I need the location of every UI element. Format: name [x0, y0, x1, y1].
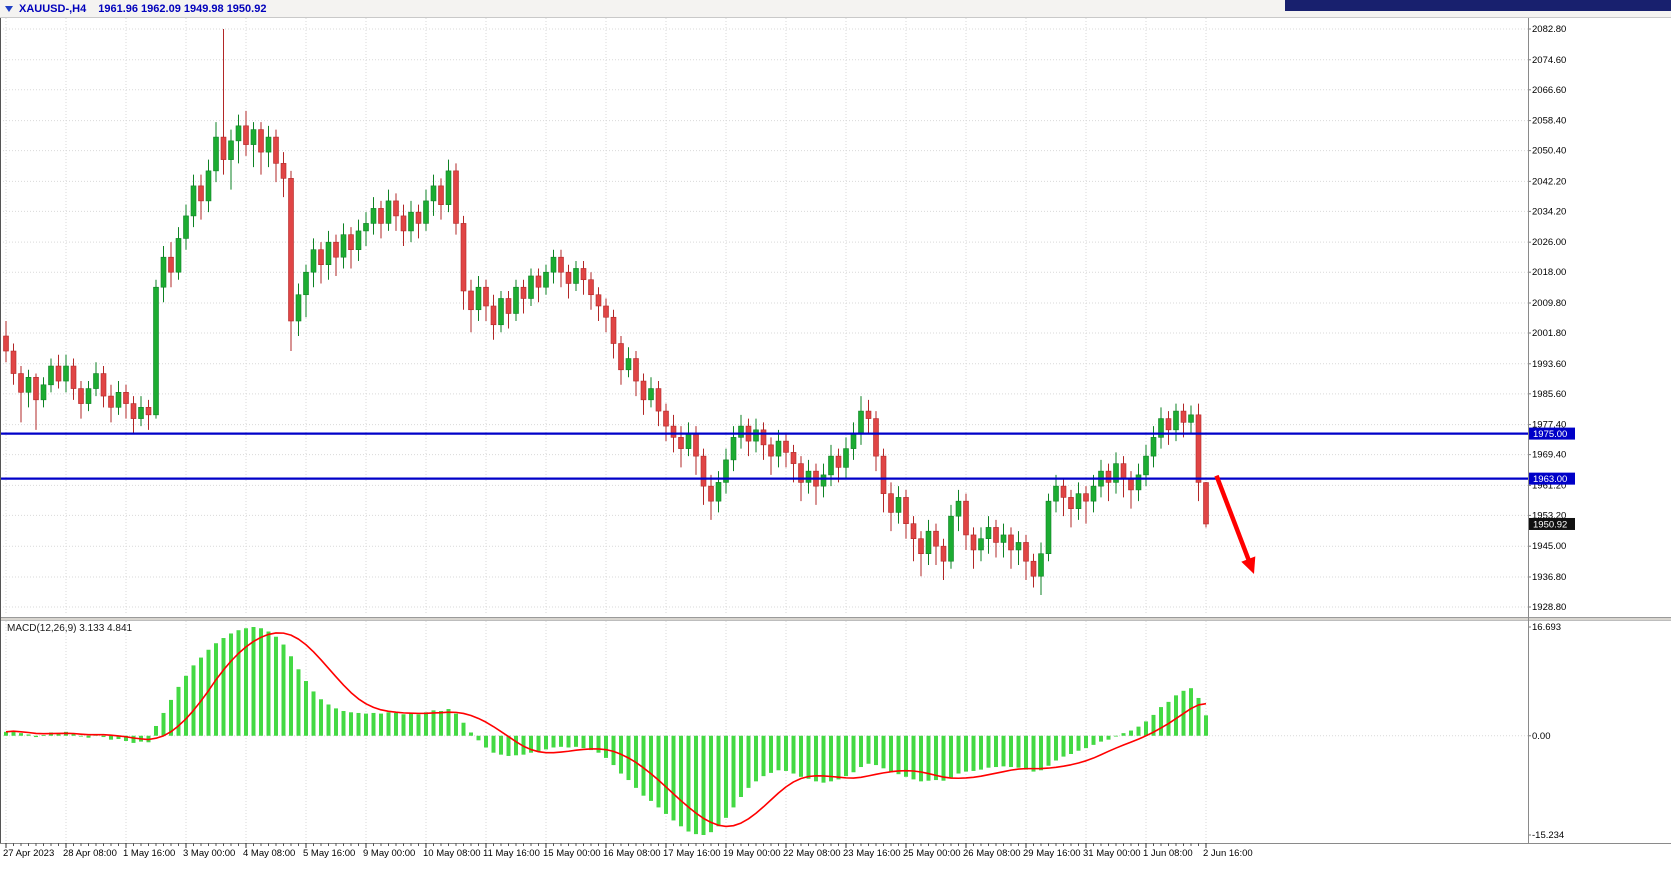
svg-text:1993.60: 1993.60	[1532, 359, 1566, 370]
macd-layer	[4, 627, 1208, 835]
svg-text:29 May 16:00: 29 May 16:00	[1023, 848, 1081, 859]
svg-text:-15.234: -15.234	[1532, 830, 1564, 841]
axis-frame	[0, 18, 1671, 844]
macd-indicator-label: MACD(12,26,9) 3.133 4.841	[7, 623, 133, 634]
svg-text:3 May 00:00: 3 May 00:00	[183, 848, 235, 859]
svg-text:16 May 08:00: 16 May 08:00	[603, 848, 661, 859]
trend-arrow[interactable]	[1214, 474, 1256, 574]
svg-text:2034.20: 2034.20	[1532, 206, 1566, 217]
svg-text:1963.00: 1963.00	[1533, 474, 1567, 485]
svg-text:2074.60: 2074.60	[1532, 55, 1566, 66]
current-price-badge: 1950.92	[1529, 517, 1575, 530]
horizontal-lines-layer[interactable]: 1975.00 1963.00	[0, 427, 1575, 486]
svg-text:10 May 08:00: 10 May 08:00	[423, 848, 481, 859]
svg-text:2026.00: 2026.00	[1532, 237, 1566, 248]
svg-text:1975.00: 1975.00	[1533, 429, 1567, 440]
svg-text:2066.60: 2066.60	[1532, 85, 1566, 96]
svg-text:2001.80: 2001.80	[1532, 328, 1566, 339]
svg-text:31 May 00:00: 31 May 00:00	[1083, 848, 1141, 859]
svg-text:2082.80: 2082.80	[1532, 24, 1566, 35]
svg-text:1 May 16:00: 1 May 16:00	[123, 848, 175, 859]
chart-info-bar: XAUUSD-,H4 1961.96 1962.09 1949.98 1950.…	[0, 0, 1671, 18]
svg-text:0.00: 0.00	[1532, 731, 1551, 742]
svg-text:1945.00: 1945.00	[1532, 541, 1566, 552]
svg-text:4 May 08:00: 4 May 08:00	[243, 848, 295, 859]
svg-text:1936.80: 1936.80	[1532, 572, 1566, 583]
time-axis: 27 Apr 2023 28 Apr 08:00 1 May 16:00 3 May …	[3, 843, 1253, 859]
price-axis: 2082.80 2074.60 2066.60 2058.40 2050.40 2042.…	[1528, 24, 1566, 841]
svg-text:1985.60: 1985.60	[1532, 389, 1566, 400]
svg-text:2 Jun 16:00: 2 Jun 16:00	[1203, 848, 1253, 859]
svg-text:2050.40: 2050.40	[1532, 146, 1566, 157]
svg-text:2018.00: 2018.00	[1532, 267, 1566, 278]
svg-text:1953.20: 1953.20	[1532, 510, 1566, 521]
macd-signal-line	[5, 632, 1207, 828]
svg-text:1 Jun 08:00: 1 Jun 08:00	[1143, 848, 1193, 859]
svg-text:1969.40: 1969.40	[1532, 450, 1566, 461]
svg-text:28 Apr 08:00: 28 Apr 08:00	[63, 848, 117, 859]
svg-text:1950.92: 1950.92	[1533, 519, 1567, 530]
symbol-period-label: XAUUSD-,H4	[19, 2, 87, 15]
svg-text:27 Apr 2023: 27 Apr 2023	[3, 848, 54, 859]
ohlc-values: 1961.96 1962.09 1949.98 1950.92	[98, 2, 267, 15]
svg-text:9 May 00:00: 9 May 00:00	[363, 848, 415, 859]
svg-text:19 May 00:00: 19 May 00:00	[723, 848, 781, 859]
svg-text:11 May 16:00: 11 May 16:00	[483, 848, 540, 859]
svg-text:1928.80: 1928.80	[1532, 602, 1566, 613]
pane-separator[interactable]	[0, 617, 1671, 621]
svg-text:17 May 16:00: 17 May 16:00	[663, 848, 721, 859]
svg-text:26 May 08:00: 26 May 08:00	[963, 848, 1021, 859]
svg-text:1977.40: 1977.40	[1532, 420, 1566, 431]
svg-text:2058.40: 2058.40	[1532, 116, 1566, 127]
svg-text:2009.80: 2009.80	[1532, 298, 1566, 309]
svg-text:23 May 16:00: 23 May 16:00	[843, 848, 901, 859]
svg-text:16.693: 16.693	[1532, 622, 1561, 633]
svg-text:5 May 16:00: 5 May 16:00	[303, 848, 355, 859]
svg-text:2042.20: 2042.20	[1532, 176, 1566, 187]
svg-text:1961.20: 1961.20	[1532, 480, 1566, 491]
window-title-strip	[1285, 0, 1671, 11]
svg-text:22 May 08:00: 22 May 08:00	[783, 848, 841, 859]
svg-text:25 May 00:00: 25 May 00:00	[903, 848, 961, 859]
candles-layer	[3, 29, 1209, 595]
collapse-triangle-icon[interactable]	[5, 5, 13, 12]
svg-text:15 May 00:00: 15 May 00:00	[543, 848, 601, 859]
